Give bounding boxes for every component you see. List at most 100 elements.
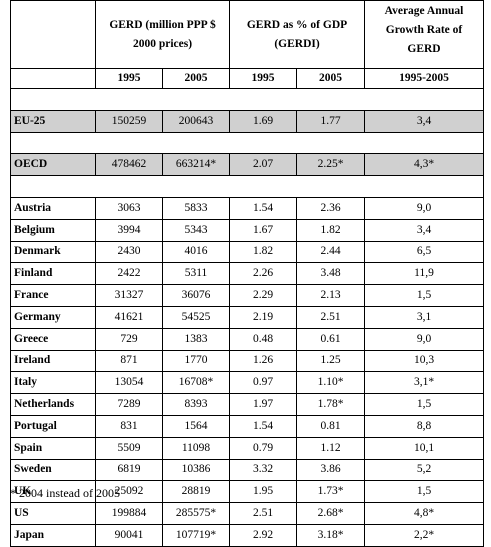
gerdi-1995-cell: 1.97	[229, 393, 297, 416]
gerdi-1995-cell: 3.32	[229, 458, 297, 482]
gerdi-1995-cell: 2.19	[229, 305, 297, 329]
growth-rate-cell: 11,9	[364, 262, 484, 286]
gerd-1995-cell: 729	[95, 327, 163, 351]
gerdi-1995-cell: 2.07	[229, 153, 297, 177]
gerd-2005-cell: 107719*	[162, 523, 230, 547]
gerd-2005-cell: 1383	[162, 327, 230, 351]
table-row: Belgium 3994 5343 1.67 1.82 3,4	[10, 218, 484, 242]
gerd-2005-cell: 4016	[162, 240, 230, 264]
gerd-1995-cell: 2430	[95, 240, 163, 264]
gerdi-1995-cell: 1.95	[229, 480, 297, 504]
gerd-2005-cell: 663214*	[162, 153, 230, 177]
gerdi-2005-cell: 1.10*	[296, 371, 365, 395]
gerd-1995-cell: 13054	[95, 371, 163, 395]
table-row: US 199884 285575* 2.51 2.68* 4,8*	[10, 502, 484, 525]
gerdi-1995-cell: 0.79	[229, 436, 297, 460]
growth-rate-cell: 10,3	[364, 349, 484, 373]
table-row: Portugal 831 1564 1.54 0.81 8,8	[10, 414, 484, 438]
gerd-2005-cell: 200643	[162, 109, 230, 133]
gerd-1995-cell: 7289	[95, 393, 163, 416]
gerdi-2005-cell: 2.25*	[296, 153, 365, 177]
table-body: EU-25 150259 200643 1.69 1.77 3,4 OECD 478462 66…	[10, 88, 484, 547]
country-name-cell: Austria	[10, 196, 96, 220]
gerd-2005-cell: 10386	[162, 458, 230, 482]
row-gap	[10, 88, 484, 111]
header-gerdi-group: GERD as % of GDP (GERDI)	[229, 0, 365, 69]
gerd-2005-cell: 36076	[162, 284, 230, 307]
country-name-cell: Netherlands	[10, 393, 96, 416]
gerd-1995-cell: 6819	[95, 458, 163, 482]
gerdi-1995-cell: 1.54	[229, 414, 297, 438]
gerd-2005-cell: 5833	[162, 196, 230, 220]
table-row: UK 25092 28819 1.95 1.73* 1,5	[10, 480, 484, 504]
country-name-cell: US	[10, 502, 96, 525]
gerdi-2005-cell: 1.77	[296, 109, 365, 133]
gerdi-1995-cell: 2.92	[229, 523, 297, 547]
country-name-cell: Portugal	[10, 414, 96, 438]
gerdi-2005-cell: 2.68*	[296, 502, 365, 525]
gerd-1995-cell: 90041	[95, 523, 163, 547]
country-name-cell: Belgium	[10, 218, 96, 242]
gerd-2005-cell: 28819	[162, 480, 230, 504]
growth-rate-cell: 3,1	[364, 305, 484, 329]
gerd-table: GERD (million PPP $ 2000 prices) GERD as…	[10, 0, 484, 547]
header-year-corner-cell	[10, 68, 96, 89]
gerdi-2005-cell: 3.86	[296, 458, 365, 482]
gerd-1995-cell: 199884	[95, 502, 163, 525]
country-name-cell: Finland	[10, 262, 96, 286]
gerd-1995-cell: 478462	[95, 153, 163, 177]
country-name-cell: Greece	[10, 327, 96, 351]
table-row: Ireland 871 1770 1.26 1.25 10,3	[10, 349, 484, 373]
country-name-cell: EU-25	[10, 109, 96, 133]
country-name-cell: Italy	[10, 371, 96, 395]
growth-rate-cell: 1,5	[364, 284, 484, 307]
table-row: Japan 90041 107719* 2.92 3.18* 2,2*	[10, 523, 484, 547]
country-name-cell: Ireland	[10, 349, 96, 373]
growth-rate-cell: 2,2*	[364, 523, 484, 547]
growth-rate-cell: 9,0	[364, 327, 484, 351]
country-name-cell: Japan	[10, 523, 96, 547]
gerdi-2005-cell: 3.48	[296, 262, 365, 286]
country-name-cell: Germany	[10, 305, 96, 329]
growth-rate-cell: 3,4	[364, 109, 484, 133]
growth-rate-cell: 1,5	[364, 393, 484, 416]
gerdi-2005-cell: 0.61	[296, 327, 365, 351]
header-gerd-group: GERD (million PPP $ 2000 prices)	[95, 0, 230, 69]
gerdi-2005-cell: 0.81	[296, 414, 365, 438]
gerdi-2005-cell: 2.51	[296, 305, 365, 329]
gerdi-2005-cell: 2.36	[296, 196, 365, 220]
gerd-2005-cell: 16708*	[162, 371, 230, 395]
gerd-1995-cell: 31327	[95, 284, 163, 307]
table-row: Netherlands 7289 8393 1.97 1.78* 1,5	[10, 393, 484, 416]
growth-rate-cell: 4,8*	[364, 502, 484, 525]
country-name-cell: Sweden	[10, 458, 96, 482]
header-group-row: GERD (million PPP $ 2000 prices) GERD as…	[10, 0, 484, 69]
gerd-1995-cell: 3063	[95, 196, 163, 220]
gerd-1995-cell: 3994	[95, 218, 163, 242]
gerd-2005-cell: 5343	[162, 218, 230, 242]
header-growth-period: 1995-2005	[364, 68, 484, 89]
header-gerdi-2005: 2005	[296, 68, 365, 89]
gerdi-2005-cell: 1.78*	[296, 393, 365, 416]
growth-rate-cell: 4,3*	[364, 153, 484, 177]
header-year-row: 1995 2005 1995 2005 1995-2005	[10, 68, 484, 89]
growth-rate-cell: 5,2	[364, 458, 484, 482]
table-row: Greece 729 1383 0.48 0.61 9,0	[10, 327, 484, 351]
row-gap	[10, 175, 484, 198]
table-row: France 31327 36076 2.29 2.13 1,5	[10, 284, 484, 307]
growth-rate-cell: 1,5	[364, 480, 484, 504]
header-corner-cell	[10, 0, 96, 69]
gerdi-2005-cell: 1.12	[296, 436, 365, 460]
gerdi-1995-cell: 1.69	[229, 109, 297, 133]
row-gap	[10, 131, 484, 155]
country-name-cell: Denmark	[10, 240, 96, 264]
growth-rate-cell: 9,0	[364, 196, 484, 220]
gerdi-1995-cell: 1.54	[229, 196, 297, 220]
growth-rate-cell: 3,4	[364, 218, 484, 242]
gerdi-1995-cell: 0.97	[229, 371, 297, 395]
gerd-2005-cell: 11098	[162, 436, 230, 460]
gerdi-1995-cell: 2.29	[229, 284, 297, 307]
growth-rate-cell: 10,1	[364, 436, 484, 460]
table-row: Austria 3063 5833 1.54 2.36 9,0	[10, 196, 484, 220]
country-name-cell: OECD	[10, 153, 96, 177]
